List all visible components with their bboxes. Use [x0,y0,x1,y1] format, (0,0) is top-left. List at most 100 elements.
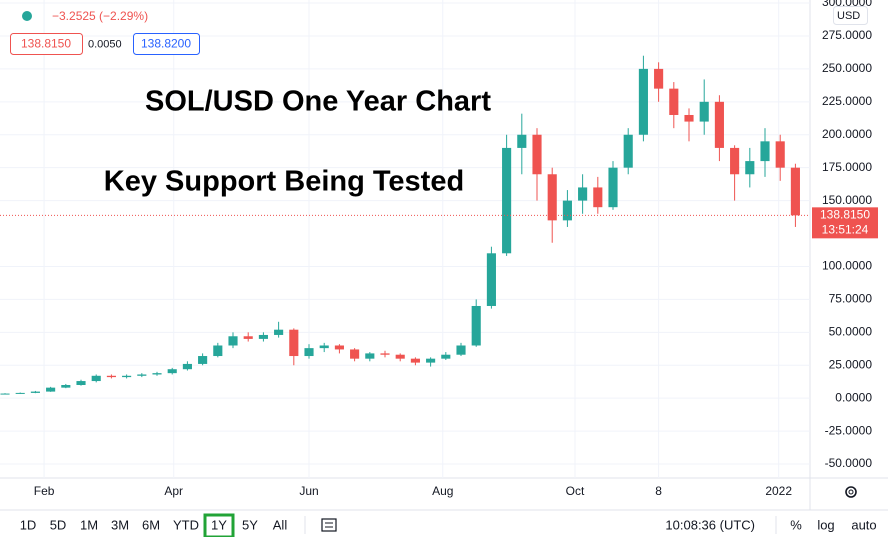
candle-body [714,101,724,148]
y-tick-label: 300.0000 [822,0,872,9]
range-button[interactable]: 3M [111,517,129,532]
candle-body [61,385,71,388]
candle-body [122,375,132,378]
currency[interactable]: USD [837,10,860,22]
x-tick-label: Feb [34,484,55,498]
candle-body [426,358,436,363]
y-tick-label: 175.0000 [822,160,872,174]
x-tick-label: Aug [432,484,453,498]
candle-body [441,354,451,359]
x-tick-label: 8 [655,484,662,498]
candle-body [258,334,268,339]
currency-box[interactable] [833,6,868,25]
candle-body [334,345,344,350]
annotation: Key Support Being Tested [104,166,464,198]
scale-option[interactable]: log [817,517,834,532]
candle-body [471,305,481,346]
y-tick-label: 100.0000 [822,259,872,273]
candle-body [228,336,238,346]
bid[interactable]: 138.8150 [21,37,71,51]
candle-body [243,336,253,339]
y-tick-label: 50.0000 [829,324,873,338]
range-button[interactable]: All [273,517,288,532]
candle-body [365,353,375,359]
candle-body [410,358,420,363]
clock: 10:08:36 (UTC) [665,517,755,532]
last-price-label: 138.8150 [820,208,870,222]
price-change: −3.2525 (−2.29%) [52,9,148,23]
candle-body [593,187,603,208]
y-tick-label: 0.0000 [835,390,872,404]
countdown: 13:51:24 [822,223,869,237]
candle-body [0,393,10,395]
x-tick-label: Apr [164,484,183,498]
candle-body [730,147,740,175]
range-button[interactable]: 1M [80,517,98,532]
candle-body [608,167,618,208]
candle-body [623,134,633,168]
range-button[interactable]: 6M [142,517,160,532]
candle-body [578,187,588,201]
candle-body [289,329,299,357]
candle-body [699,101,709,122]
settings-icon[interactable] [845,486,857,498]
candle-body [15,392,25,394]
candle-body [30,391,40,393]
candle-body [745,161,755,175]
candle-body [319,345,329,349]
candle-body [532,134,542,175]
candle-body [137,374,147,376]
status-dot [22,11,32,21]
candle-body [486,253,496,306]
candle-body [638,68,648,135]
ask-box[interactable] [133,33,200,55]
range-selected[interactable] [203,513,235,537]
candle-body [198,356,208,364]
range-button[interactable]: 1Y [211,517,227,532]
candle-body [517,134,527,148]
candle-body [182,363,192,370]
last-price-box [812,207,878,239]
x-tick-label: Jun [299,484,318,498]
ask[interactable]: 138.8200 [141,37,191,51]
scale-option[interactable]: auto [851,517,876,532]
candle-body [654,68,664,89]
candle-body [775,141,785,168]
candle-body [502,147,512,254]
candle-body [46,387,56,392]
candle-body [304,348,314,357]
scale-option[interactable]: % [790,517,802,532]
candle-body [456,345,466,355]
y-tick-label: 75.0000 [829,292,873,306]
candle-body [274,329,284,335]
candle-body [380,353,390,355]
candle-body [684,114,694,122]
candle-body [669,88,679,115]
range-button[interactable]: 1D [20,517,37,532]
y-tick-label: 25.0000 [829,357,873,371]
candle-body [350,349,360,359]
candle-body [562,200,572,221]
candle-body [76,381,86,386]
candle-body [152,373,162,375]
compare-icon[interactable] [321,518,337,532]
range-button[interactable]: YTD [173,517,199,532]
y-tick-label: 200.0000 [822,127,872,141]
candle-body [760,141,770,162]
candle-body [91,375,101,382]
y-tick-label: 250.0000 [822,61,872,75]
spread: 0.0050 [88,38,122,50]
range-button[interactable]: 5Y [242,517,258,532]
y-tick-label: 275.0000 [822,28,872,42]
x-tick-label: Oct [566,484,585,498]
bid-box[interactable] [10,33,83,55]
range-button[interactable]: 5D [50,517,67,532]
candle-body [167,369,177,374]
annotation: SOL/USD One Year Chart [145,86,491,118]
candle-body [395,354,405,359]
candle-body [547,174,557,221]
y-tick-label: -25.0000 [825,423,873,437]
y-tick-label: 225.0000 [822,94,872,108]
